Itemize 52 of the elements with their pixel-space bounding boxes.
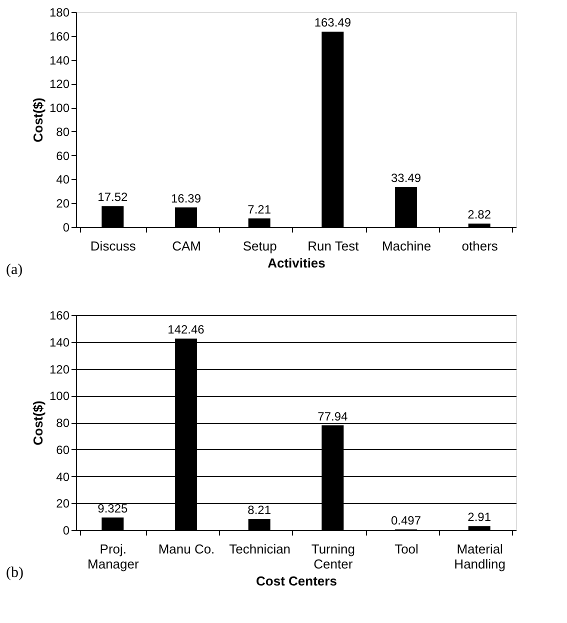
bar	[248, 518, 270, 530]
y-tick-label: 0	[62, 524, 70, 538]
data-label: 77.94	[318, 409, 348, 424]
y-tick-label: 20	[56, 496, 70, 511]
x-axis-title: Cost Centers	[256, 574, 337, 588]
data-label: 2.91	[468, 510, 492, 524]
y-tick-label: 100	[49, 101, 70, 116]
y-tick-label: 80	[56, 124, 70, 139]
y-tick-label: 80	[56, 416, 70, 430]
x-tick-label: Technician	[229, 542, 291, 556]
x-tick-label: Machine	[382, 238, 432, 254]
y-tick-label: 120	[49, 362, 70, 376]
text: (b)	[6, 565, 24, 581]
y-tick-label: 60	[56, 442, 70, 457]
x-tick-label: Discuss	[90, 238, 136, 254]
x-tick-label: Manu Co.	[158, 542, 215, 556]
data-label: 2.82	[468, 208, 492, 222]
data-label: 8.21	[248, 502, 272, 517]
y-axis-title: Cost($)	[30, 400, 46, 446]
y-tick-label: 180	[49, 6, 70, 20]
y-tick-label: 160	[49, 29, 70, 44]
bar	[102, 517, 124, 530]
y-tick-label: 160	[49, 308, 70, 322]
x-tick-label: CAM	[172, 238, 201, 254]
y-tick-label: 20	[56, 196, 70, 211]
y-tick-label: 40	[56, 470, 70, 484]
bar	[468, 526, 490, 530]
x-tick-label: Turning Center	[311, 542, 355, 572]
x-tick-label: others	[462, 238, 498, 254]
y-axis-title: Cost($)	[30, 98, 46, 142]
data-label: 7.21	[248, 202, 272, 216]
text: (a)	[6, 262, 23, 278]
data-label: 17.52	[98, 190, 128, 204]
data-label: 9.325	[98, 501, 128, 516]
y-tick-label: 60	[56, 148, 70, 163]
y-tick-label: 140	[49, 335, 70, 350]
x-tick-label: Setup	[242, 238, 277, 254]
y-tick-label: 140	[49, 53, 70, 68]
data-label: 0.497	[390, 513, 422, 528]
x-tick-label: Run Test	[308, 238, 360, 254]
data-label: 16.39	[170, 191, 202, 206]
data-label: 33.49	[390, 171, 422, 185]
y-tick-label: 120	[49, 77, 70, 92]
data-label: 163.49	[314, 16, 352, 30]
data-label: 142.46	[168, 322, 205, 337]
y-tick-label: 100	[49, 389, 70, 404]
x-tick-label: Tool	[394, 542, 419, 556]
x-axis-title: Activities	[268, 256, 326, 270]
y-tick-label: 40	[56, 172, 70, 187]
y-tick-label: 0	[62, 220, 70, 234]
x-tick-label: Material Handling	[454, 542, 506, 572]
x-tick-label: Proj. Manager	[88, 542, 140, 572]
